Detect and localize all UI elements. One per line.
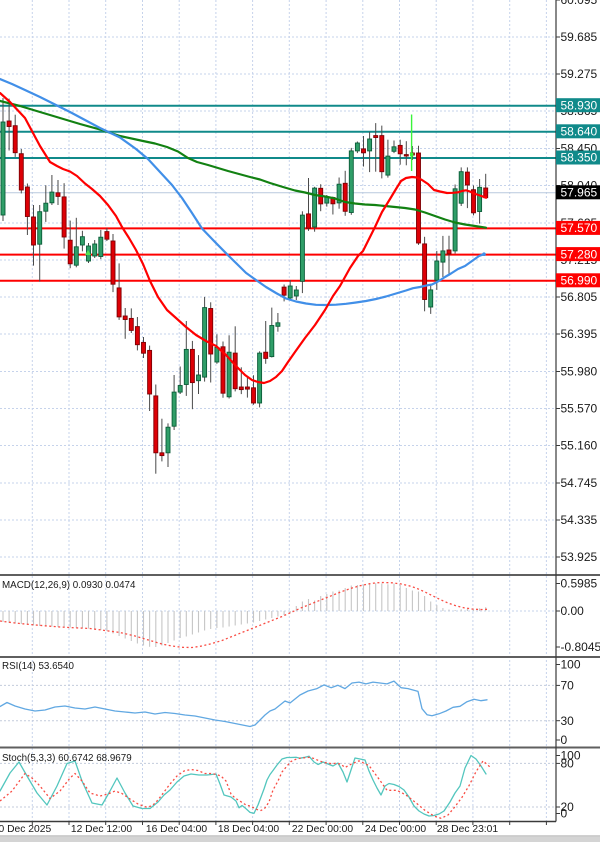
svg-text:10 Dec 2025: 10 Dec 2025 [0, 824, 51, 835]
svg-text:58.350: 58.350 [561, 151, 598, 165]
svg-text:18 Dec 04:00: 18 Dec 04:00 [218, 824, 280, 835]
svg-text:70: 70 [561, 679, 575, 693]
svg-text:100: 100 [561, 749, 581, 763]
svg-text:12 Dec 12:00: 12 Dec 12:00 [71, 824, 133, 835]
svg-text:80: 80 [561, 757, 575, 771]
svg-text:16 Dec 04:00: 16 Dec 04:00 [146, 824, 208, 835]
svg-text:56.395: 56.395 [561, 327, 598, 341]
svg-text:54.335: 54.335 [561, 513, 598, 527]
svg-text:57.965: 57.965 [561, 186, 598, 200]
svg-text:54.745: 54.745 [561, 476, 598, 490]
svg-text:53.925: 53.925 [561, 550, 598, 564]
svg-text:0: 0 [561, 807, 568, 821]
svg-text:30: 30 [561, 714, 575, 728]
svg-text:57.280: 57.280 [561, 247, 598, 261]
svg-text:0.00: 0.00 [561, 604, 585, 618]
svg-text:58.640: 58.640 [561, 125, 598, 139]
svg-text:0: 0 [561, 733, 568, 747]
svg-text:22 Dec 00:00: 22 Dec 00:00 [292, 824, 354, 835]
svg-text:59.275: 59.275 [561, 67, 598, 81]
svg-text:56.805: 56.805 [561, 290, 598, 304]
svg-text:MACD(12,26,9) 0.0930 0.0474: MACD(12,26,9) 0.0930 0.0474 [2, 580, 136, 591]
svg-text:-0.8045: -0.8045 [561, 640, 600, 654]
svg-text:57.570: 57.570 [561, 221, 598, 235]
svg-text:RSI(14) 53.6540: RSI(14) 53.6540 [2, 661, 74, 672]
svg-text:59.685: 59.685 [561, 30, 598, 44]
svg-text:20: 20 [561, 800, 575, 814]
svg-text:56.990: 56.990 [561, 274, 598, 288]
svg-text:55.980: 55.980 [561, 365, 598, 379]
svg-text:58.930: 58.930 [561, 98, 598, 112]
svg-text:55.160: 55.160 [561, 439, 598, 453]
svg-text:Stoch(5,3,3) 60.6742 68.9679: Stoch(5,3,3) 60.6742 68.9679 [2, 753, 132, 764]
svg-text:0.5985: 0.5985 [561, 577, 598, 591]
svg-text:60.095: 60.095 [561, 0, 598, 7]
svg-text:28 Dec 23:01: 28 Dec 23:01 [437, 824, 499, 835]
svg-text:55.570: 55.570 [561, 402, 598, 416]
svg-text:100: 100 [561, 658, 581, 672]
svg-text:24 Dec 00:00: 24 Dec 00:00 [365, 824, 427, 835]
